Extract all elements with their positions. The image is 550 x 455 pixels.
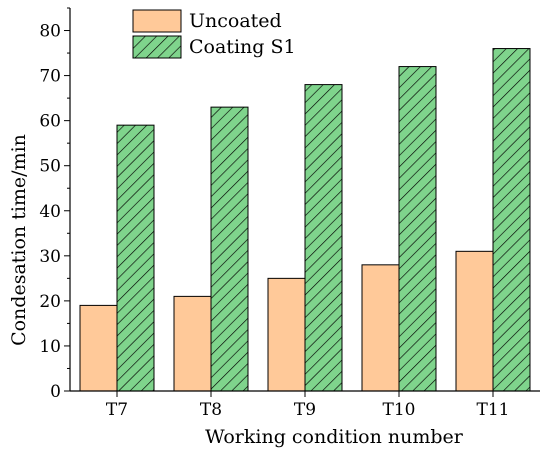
y-tick-label: 10 — [39, 337, 61, 357]
bar-uncoated-t7 — [79, 304, 118, 392]
x-tick-label-t11: T11 — [477, 400, 510, 420]
bar-uncoated-t9 — [267, 277, 306, 392]
y-tick-label: 50 — [39, 157, 61, 177]
legend-label-uncoated: Uncoated — [189, 10, 282, 32]
bar-coating-s1-t10 — [398, 66, 437, 392]
y-tick-label: 0 — [50, 382, 61, 402]
bar-coating-s1-t7 — [116, 124, 155, 392]
x-tick-label-t8: T8 — [200, 400, 222, 420]
legend-swatch-uncoated — [132, 9, 182, 33]
bar-uncoated-t8 — [173, 295, 212, 392]
bar-coating-s1-t8 — [210, 106, 249, 392]
bars-group — [79, 48, 531, 392]
x-axis-title: Working condition number — [205, 426, 464, 448]
y-tick-label: 20 — [39, 292, 61, 312]
bar-coating-s1-t11 — [492, 48, 531, 392]
x-tick-label-t7: T7 — [106, 400, 128, 420]
legend-swatch-coating-s1 — [132, 35, 182, 59]
y-tick-label: 80 — [39, 22, 61, 42]
y-axis-title: Condesation time/min — [8, 134, 30, 346]
bar-uncoated-t10 — [361, 264, 400, 392]
y-tick-label: 30 — [39, 247, 61, 267]
x-tick-label-t9: T9 — [294, 400, 316, 420]
y-tick-label: 60 — [39, 112, 61, 132]
y-tick-label: 70 — [39, 67, 61, 87]
ticks-group: 0 10 20 30 40 50 60 70 80 T7 T8 T9 T10 T11 — [39, 7, 510, 420]
legend-label-coating-s1: Coating S1 — [189, 36, 296, 58]
legend: Uncoated Coating S1 — [132, 9, 296, 59]
bar-uncoated-t11 — [455, 250, 494, 392]
bar-coating-s1-t9 — [304, 84, 343, 392]
x-tick-label-t10: T10 — [383, 400, 416, 420]
y-tick-label: 40 — [39, 202, 61, 222]
